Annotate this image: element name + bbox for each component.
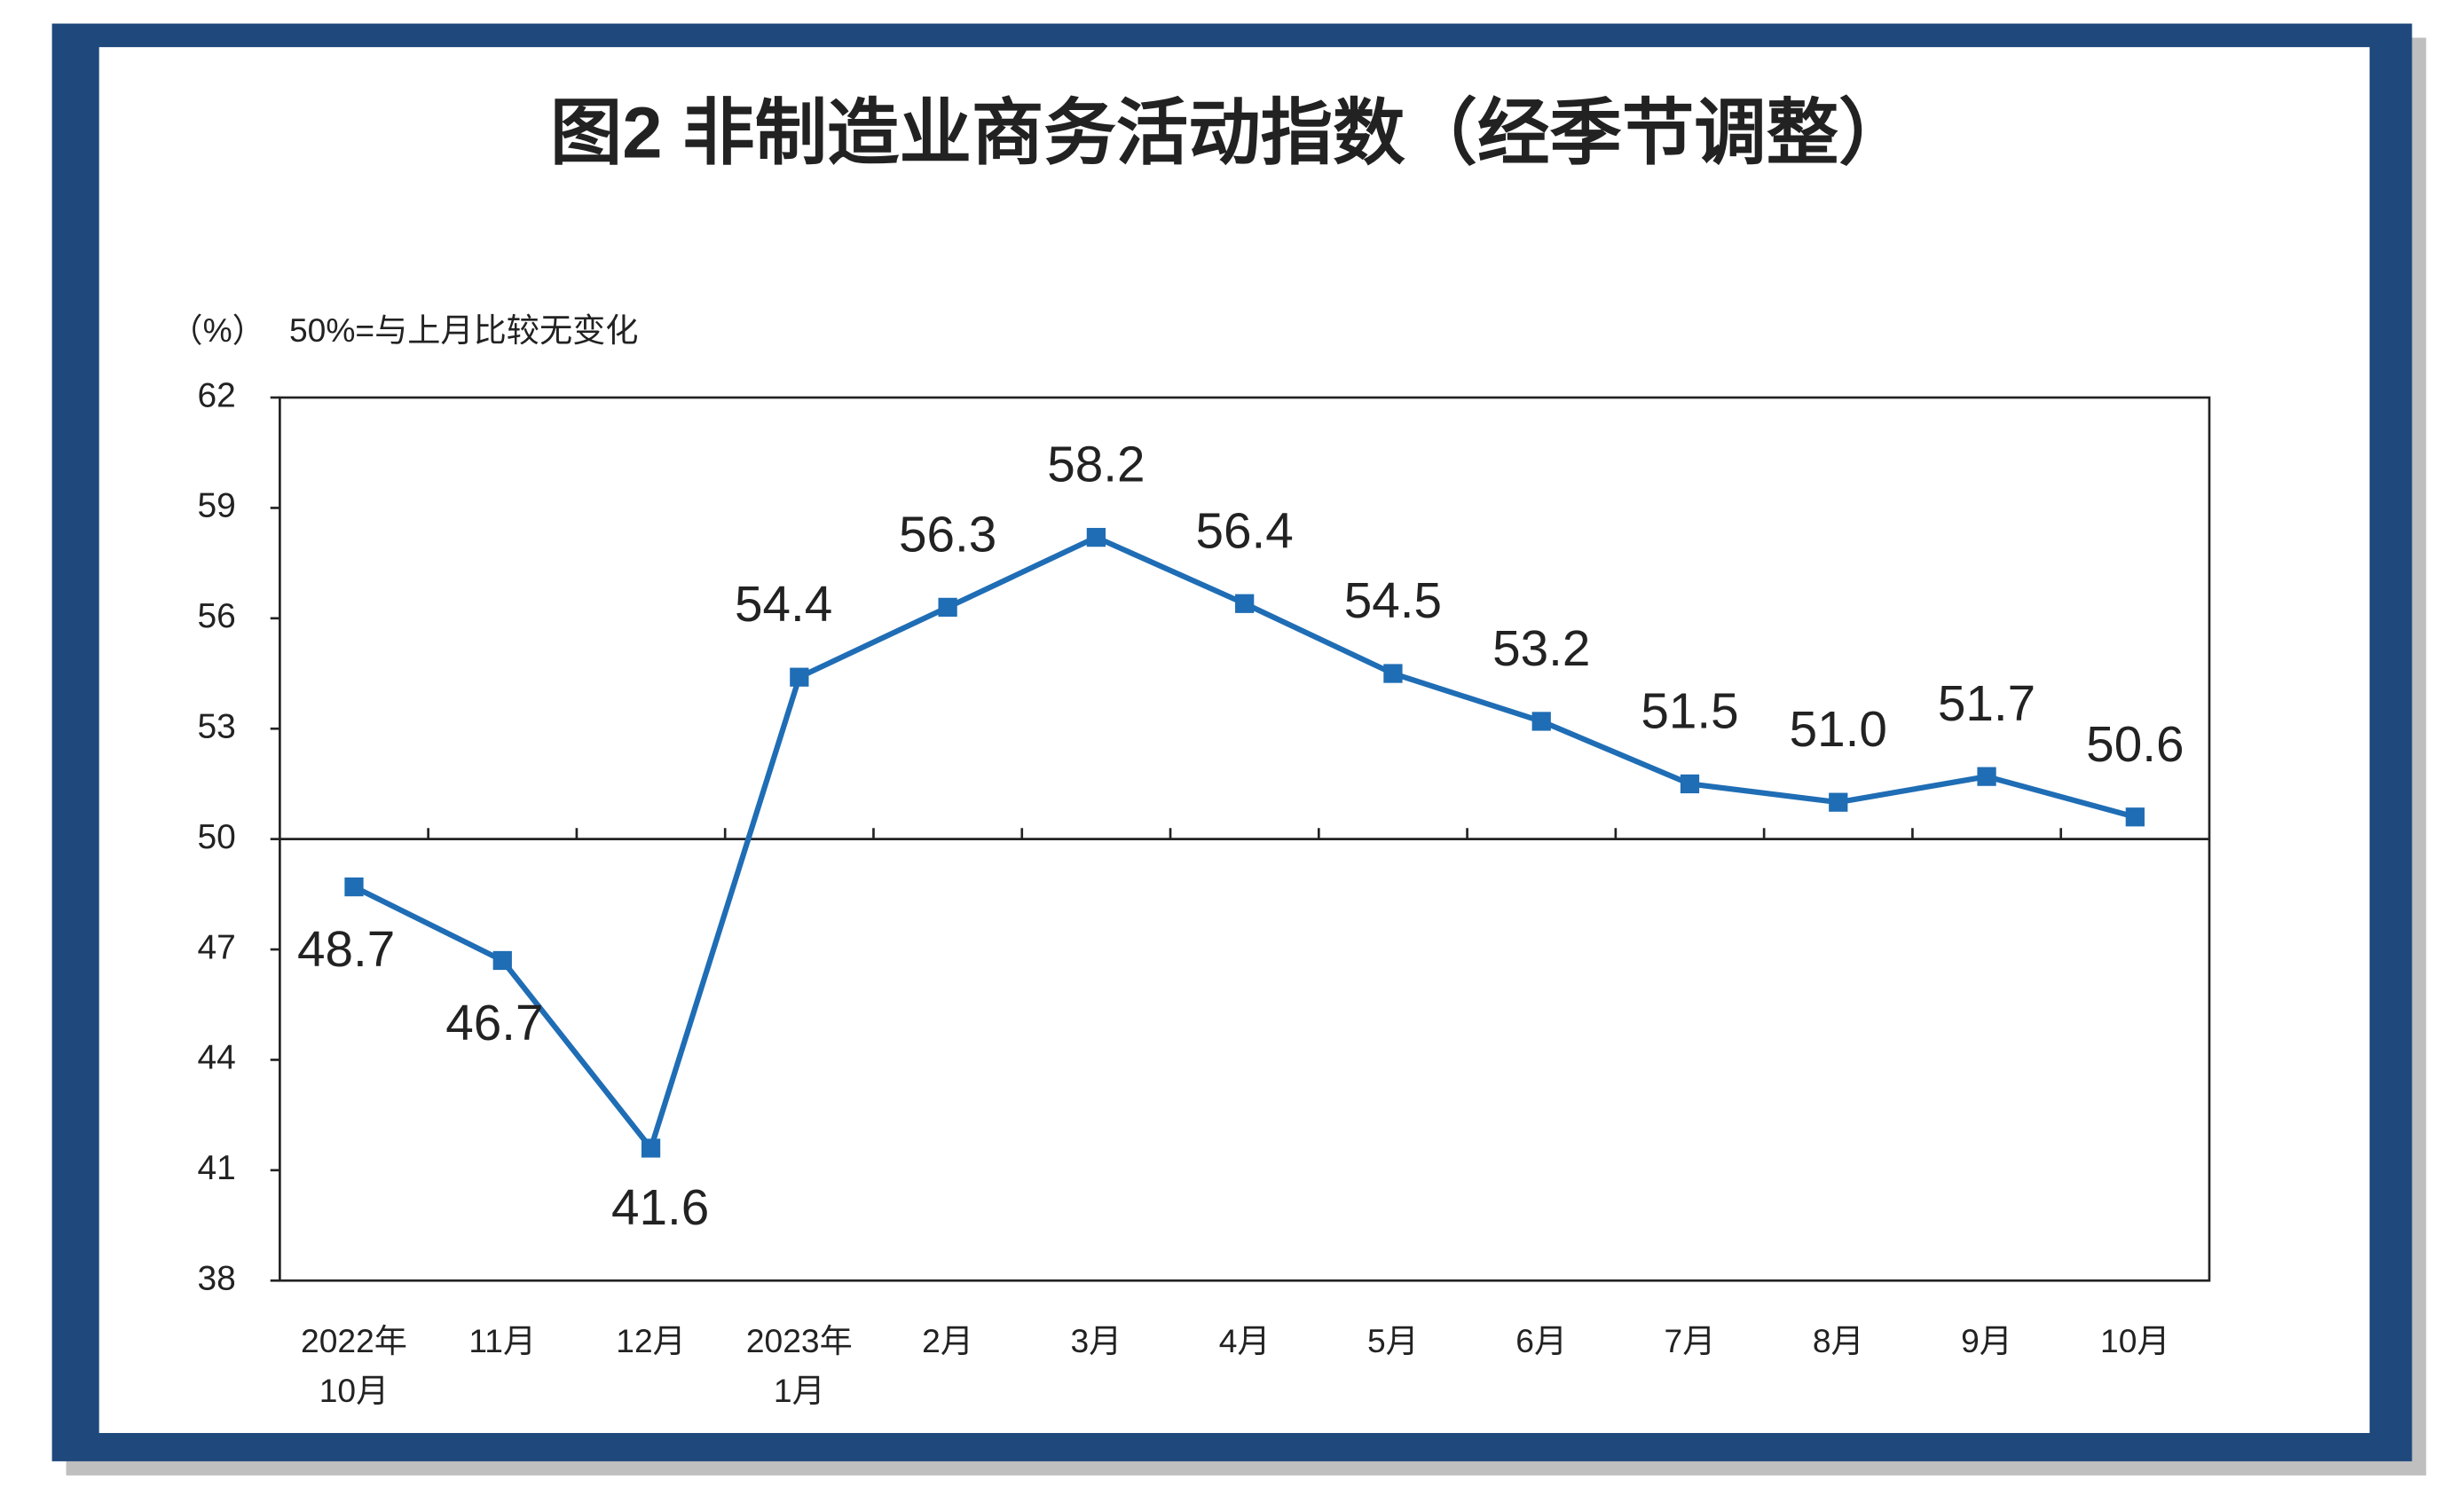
marker: [1383, 664, 1403, 683]
x-tick-label: 10月: [2100, 1322, 2170, 1359]
y-tick-label: 47: [197, 928, 235, 966]
x-tick-label: 6月: [1515, 1322, 1567, 1359]
marker: [1086, 527, 1106, 547]
annotation: 50%=与上月比较无变化: [289, 311, 638, 349]
x-tick-label: 5月: [1367, 1322, 1419, 1359]
x-tick-label: 7月: [1665, 1322, 1716, 1359]
data-label: 50.6: [2086, 717, 2184, 773]
marker: [1680, 774, 1700, 794]
data-label: 51.5: [1641, 683, 1738, 739]
data-label: 56.3: [899, 507, 996, 563]
y-tick-label: 44: [197, 1039, 235, 1077]
y-tick-label: 38: [197, 1260, 235, 1298]
marker: [344, 877, 364, 897]
marker: [492, 950, 512, 971]
data-label: 51.0: [1790, 702, 1887, 758]
y-tick-label: 62: [197, 376, 235, 414]
x-tick-label: 3月: [1070, 1322, 1122, 1359]
data-label: 54.5: [1344, 573, 1442, 629]
marker: [1235, 594, 1255, 613]
marker: [2125, 807, 2145, 827]
y-tick-label: 41: [197, 1149, 235, 1187]
y-tick-label: 59: [197, 487, 235, 525]
x-tick-label: 2023年 1月: [746, 1322, 853, 1409]
data-label: 46.7: [445, 996, 543, 1051]
data-label: 51.7: [1938, 676, 2035, 732]
chart-title: 图2 非制造业商务活动指数（经季节调整）: [550, 92, 1911, 173]
data-label: 54.4: [735, 577, 832, 633]
marker: [1977, 767, 1996, 786]
data-label: 48.7: [297, 922, 395, 978]
data-label: 41.6: [611, 1180, 709, 1236]
y-tick-label: 50: [197, 818, 235, 856]
panel: [98, 47, 2370, 1434]
x-tick-label: 11月: [468, 1322, 536, 1359]
x-tick-label: 2月: [922, 1322, 973, 1359]
x-tick-label: 9月: [1961, 1322, 2012, 1359]
data-label: 58.2: [1047, 437, 1145, 493]
y-tick-label: 56: [197, 597, 235, 635]
marker: [1531, 712, 1551, 731]
marker: [790, 667, 809, 687]
data-label: 56.4: [1196, 503, 1294, 559]
y-axis-unit: （%）: [169, 311, 264, 349]
marker: [641, 1138, 661, 1158]
x-tick-label: 8月: [1813, 1322, 1864, 1359]
x-tick-label: 2022年 10月: [301, 1322, 407, 1409]
marker: [938, 597, 957, 618]
x-tick-label: 4月: [1219, 1322, 1271, 1359]
y-tick-label: 53: [197, 708, 235, 746]
marker: [1829, 792, 1848, 812]
x-tick-label: 12月: [616, 1322, 686, 1359]
data-label: 53.2: [1492, 621, 1590, 677]
